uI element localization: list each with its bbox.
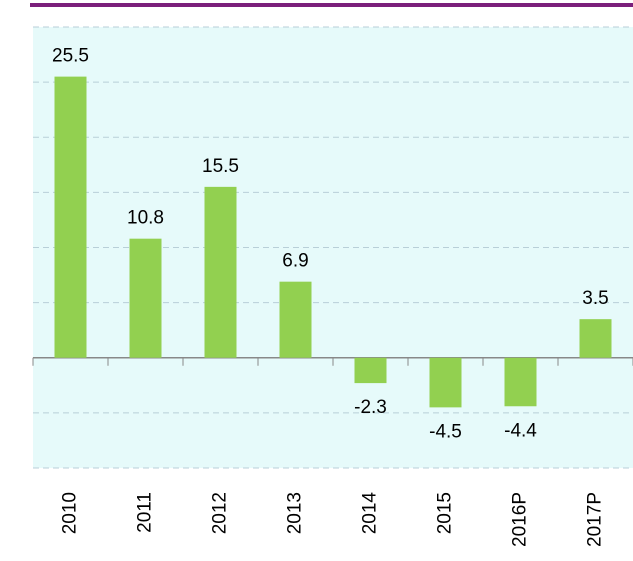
bar [579,319,612,358]
x-tick-label: 2010 [60,492,81,534]
value-label: -4.5 [429,421,462,442]
bar [129,238,162,358]
value-label: 25.5 [52,46,89,67]
bar [204,186,237,358]
value-label: 15.5 [202,156,239,177]
value-label: -4.4 [504,420,537,441]
value-label: -2.3 [354,397,387,418]
x-tick-label: 2012 [210,492,231,534]
x-tick-label: 2016P [510,492,531,547]
x-tick-label: 2014 [360,492,381,535]
x-tick-label: 2011 [135,492,156,533]
x-tick-label: 2015 [435,492,456,534]
x-tick-label: 2013 [285,492,306,534]
x-tick-label: 2017P [585,492,606,547]
value-label: 10.8 [127,208,164,229]
bar [279,281,312,358]
bar [504,357,537,407]
value-label: 3.5 [582,288,608,309]
bar [429,357,462,408]
bar [54,76,87,358]
value-label: 6.9 [282,251,308,272]
bar [354,357,387,384]
